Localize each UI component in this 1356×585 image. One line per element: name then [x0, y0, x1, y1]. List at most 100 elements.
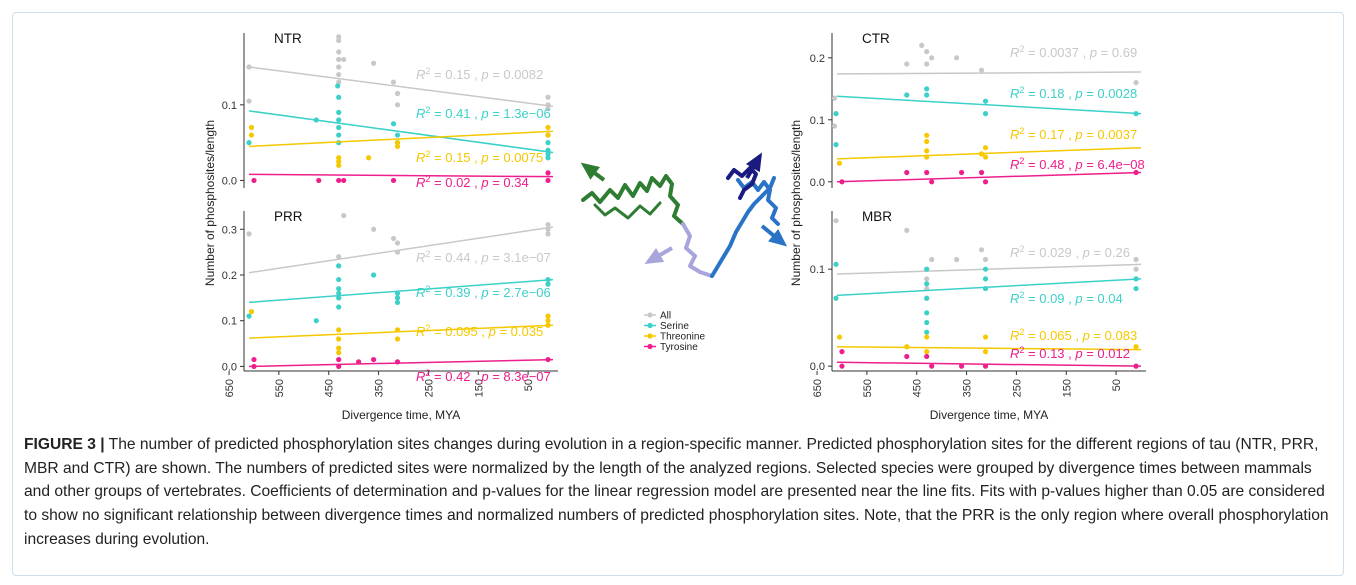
regression-annotation: R2 = 0.15 , p = 0.0082 [416, 66, 543, 82]
data-point [246, 98, 252, 104]
data-point [978, 151, 985, 157]
data-point [336, 124, 342, 131]
data-point [833, 142, 839, 148]
data-point [836, 334, 843, 340]
data-point [336, 34, 342, 40]
y-tick-label: 0.1 [810, 115, 825, 127]
series-all: R2 = 0.15 , p = 0.0082 [246, 34, 554, 112]
data-point [958, 363, 965, 369]
caption-text: The number of predicted phosphorylation … [24, 436, 1329, 548]
data-point [336, 254, 342, 260]
data-point [545, 231, 551, 237]
data-point [545, 155, 551, 161]
panel-ctr: 0.0 0.1 0.2 CTR R2 = 0.0037 , p = 0.69 R2 = 0… [810, 31, 1145, 189]
caption-lead: FIGURE 3 | [24, 436, 105, 453]
data-point [924, 154, 930, 160]
data-point [341, 177, 347, 184]
data-point [370, 272, 377, 278]
data-point [904, 227, 910, 233]
lavender-arrow [644, 246, 674, 265]
series-all: R2 = 0.0037 , p = 0.69 [831, 42, 1142, 129]
data-point [545, 177, 551, 184]
navy-arrow [745, 152, 763, 180]
x-tick-label: 650 [812, 379, 824, 397]
left-plot-group: 0.0 0.1 NTR R2 = 0.15 , p = 0.0082 R2 = 0.41… [203, 31, 558, 422]
data-point [336, 155, 342, 161]
y-tick-label: 0.1 [222, 316, 237, 328]
x-tick-label: 450 [912, 379, 924, 397]
panel-label: MBR [862, 209, 892, 224]
fit-line [248, 226, 554, 274]
regression-annotation: R2 = 0.095 , p = 0.035 [416, 323, 543, 339]
series-threonine: R2 = 0.095 , p = 0.035 [248, 308, 554, 356]
data-point [246, 313, 252, 319]
data-point [839, 349, 845, 355]
series-serine: R2 = 0.09 , p = 0.04 [833, 261, 1142, 335]
x-axis-label: Divergence time, MYA [342, 408, 460, 422]
legend-label: Serine [660, 321, 689, 332]
data-point [978, 247, 985, 253]
data-point [394, 299, 401, 306]
series-tyrosine: R2 = 0.02 , p = 0.34 [248, 170, 554, 190]
data-point [982, 334, 989, 340]
fit-line [836, 171, 1142, 183]
series-threonine: R2 = 0.17 , p = 0.0037 [836, 126, 1142, 166]
data-point [1133, 363, 1139, 369]
data-point [336, 158, 342, 165]
data-point [336, 109, 342, 115]
x-tick-label: 250 [423, 379, 435, 397]
data-point [394, 290, 401, 296]
data-point [954, 55, 960, 61]
data-point [545, 318, 551, 324]
lavender-chain [681, 222, 714, 278]
data-point [248, 308, 255, 315]
data-point [982, 276, 989, 282]
data-point [545, 313, 551, 319]
data-point [958, 169, 965, 176]
blue-arrow [760, 224, 788, 247]
data-point [394, 240, 401, 246]
data-point [982, 266, 989, 272]
data-point [1133, 344, 1139, 350]
data-point [336, 71, 342, 78]
fit-line [836, 146, 1142, 160]
data-point [924, 49, 930, 55]
data-point [336, 49, 342, 55]
series-threonine: R2 = 0.15 , p = 0.0075 [248, 124, 554, 168]
data-point [924, 319, 930, 326]
regression-annotation: R2 = 0.029 , p = 0.26 [1010, 244, 1130, 260]
regression-annotation: R2 = 0.48 , p = 6.4e−08 [1010, 156, 1145, 172]
y-tick-label: 0.1 [222, 100, 237, 112]
data-point [390, 79, 397, 85]
data-point [370, 226, 377, 232]
data-point [924, 310, 930, 316]
data-point [251, 363, 257, 370]
panel-prr: 0.0 0.1 0.2 0.3 650 550 450 350 250 150 50 Divergen… [222, 209, 558, 422]
data-point [1133, 276, 1139, 282]
data-point [246, 140, 252, 146]
data-point [336, 295, 342, 301]
data-point [336, 350, 342, 356]
data-point [394, 102, 401, 108]
x-tick-label: 50 [523, 379, 535, 391]
data-point [390, 121, 397, 127]
data-point [904, 353, 910, 360]
series-serine: R2 = 0.18 , p = 0.0028 [833, 85, 1142, 148]
data-point [839, 179, 845, 185]
data-point [982, 179, 989, 185]
data-point [390, 177, 397, 184]
data-point [1133, 169, 1139, 176]
panel-label: NTR [274, 31, 302, 46]
data-point [545, 94, 551, 100]
x-tick-label: 350 [374, 379, 386, 397]
y-tick-label: 0.0 [810, 361, 825, 373]
data-point [390, 235, 397, 242]
data-point [904, 61, 910, 67]
regression-annotation: R2 = 0.42 , p = 8.3e−07 [416, 368, 551, 384]
data-point [924, 86, 930, 92]
data-point [341, 56, 347, 63]
data-point [839, 363, 845, 369]
data-point [316, 177, 322, 184]
regression-annotation: R2 = 0.0037 , p = 0.69 [1010, 44, 1137, 60]
data-point [929, 179, 935, 185]
